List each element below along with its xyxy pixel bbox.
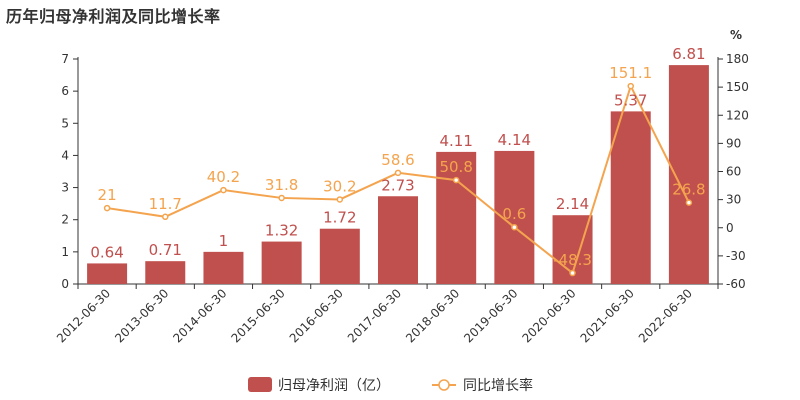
growth-value-label: 31.8 xyxy=(265,176,298,194)
growth-value-label: 21 xyxy=(98,186,117,204)
growth-point xyxy=(452,176,460,184)
growth-point xyxy=(278,194,285,202)
legend-line-marker xyxy=(438,379,450,391)
growth-value-label: -48.3 xyxy=(553,251,592,269)
bar-value-label: 2.73 xyxy=(381,176,414,194)
growth-value-label: 11.7 xyxy=(149,195,182,213)
growth-value-label: 50.8 xyxy=(439,158,472,176)
y-left-tick-label: 4 xyxy=(61,148,69,162)
growth-value-label: 58.6 xyxy=(381,151,414,169)
y-left-tick-label: 5 xyxy=(61,116,69,130)
growth-point xyxy=(162,213,169,221)
y-right-unit-label: % xyxy=(730,28,742,42)
bar-value-label: 1 xyxy=(219,232,229,250)
bar xyxy=(610,111,651,285)
growth-value-label: 30.2 xyxy=(323,177,356,195)
y-right-tick-label: 0 xyxy=(726,221,734,235)
y-right-tick-label: -30 xyxy=(726,249,746,263)
x-tick-label: 2015-06-30 xyxy=(229,286,288,345)
bar-value-label: 2.14 xyxy=(556,195,589,213)
x-tick-label: 2017-06-30 xyxy=(345,286,404,345)
x-tick-label: 2013-06-30 xyxy=(112,286,171,345)
y-right-tick-label: 60 xyxy=(726,165,741,179)
bar-value-label: 4.14 xyxy=(498,131,531,149)
chart-title: 历年归母净利润及同比增长率 xyxy=(6,7,221,26)
growth-point xyxy=(336,196,344,203)
bar xyxy=(319,228,360,284)
bar xyxy=(378,196,418,284)
y-right-tick-label: 30 xyxy=(726,193,741,207)
growth-point xyxy=(220,186,227,194)
x-tick-label: 2019-06-30 xyxy=(461,286,520,345)
bar-value-label: 0.64 xyxy=(90,243,123,261)
growth-point xyxy=(394,169,402,177)
y-right-tick-label: 150 xyxy=(726,80,749,94)
x-tick-label: 2018-06-30 xyxy=(403,286,462,345)
y-left-tick-label: 2 xyxy=(61,213,69,227)
legend-bar-label: 归母净利润（亿） xyxy=(278,377,390,394)
y-left-tick-label: 7 xyxy=(61,52,69,66)
growth-point xyxy=(511,223,518,231)
bar-value-label: 5.37 xyxy=(614,91,647,109)
growth-point xyxy=(569,269,576,277)
y-right-tick-label: 120 xyxy=(726,108,749,122)
x-tick-label: 2016-06-30 xyxy=(287,286,346,345)
growth-point xyxy=(103,204,111,212)
y-left-tick-label: 3 xyxy=(61,181,69,195)
bar-value-label: 1.32 xyxy=(265,222,298,240)
y-right-tick-label: 180 xyxy=(726,52,749,66)
bar-value-label: 4.11 xyxy=(439,132,472,150)
legend-line-label: 同比增长率 xyxy=(463,377,533,394)
x-tick-label: 2012-06-30 xyxy=(54,286,113,345)
x-tick-label: 2014-06-30 xyxy=(170,286,229,345)
growth-value-label: 40.2 xyxy=(207,168,240,186)
y-left-tick-label: 6 xyxy=(61,84,69,98)
bar-value-label: 0.71 xyxy=(149,241,182,259)
bar-value-label: 1.72 xyxy=(323,209,356,227)
y-right-tick-label: -60 xyxy=(726,277,746,291)
bar xyxy=(87,263,128,284)
growth-value-label: 26.8 xyxy=(672,181,705,199)
y-left-tick-label: 1 xyxy=(61,245,69,259)
x-tick-label: 2022-06-30 xyxy=(636,286,695,345)
bar-value-label: 6.81 xyxy=(672,45,705,63)
bar xyxy=(436,151,477,284)
y-left-tick-label: 0 xyxy=(61,277,69,291)
bar xyxy=(261,241,302,284)
bar xyxy=(145,261,186,284)
x-tick-label: 2020-06-30 xyxy=(519,286,578,345)
growth-value-label: 151.1 xyxy=(609,64,652,82)
y-right-tick-label: 90 xyxy=(726,136,741,150)
bar xyxy=(203,251,244,284)
x-tick-label: 2021-06-30 xyxy=(578,286,637,345)
growth-value-label: 0.6 xyxy=(502,205,526,223)
growth-point xyxy=(627,82,634,90)
growth-point xyxy=(685,199,693,206)
legend-bar-swatch xyxy=(248,377,272,392)
